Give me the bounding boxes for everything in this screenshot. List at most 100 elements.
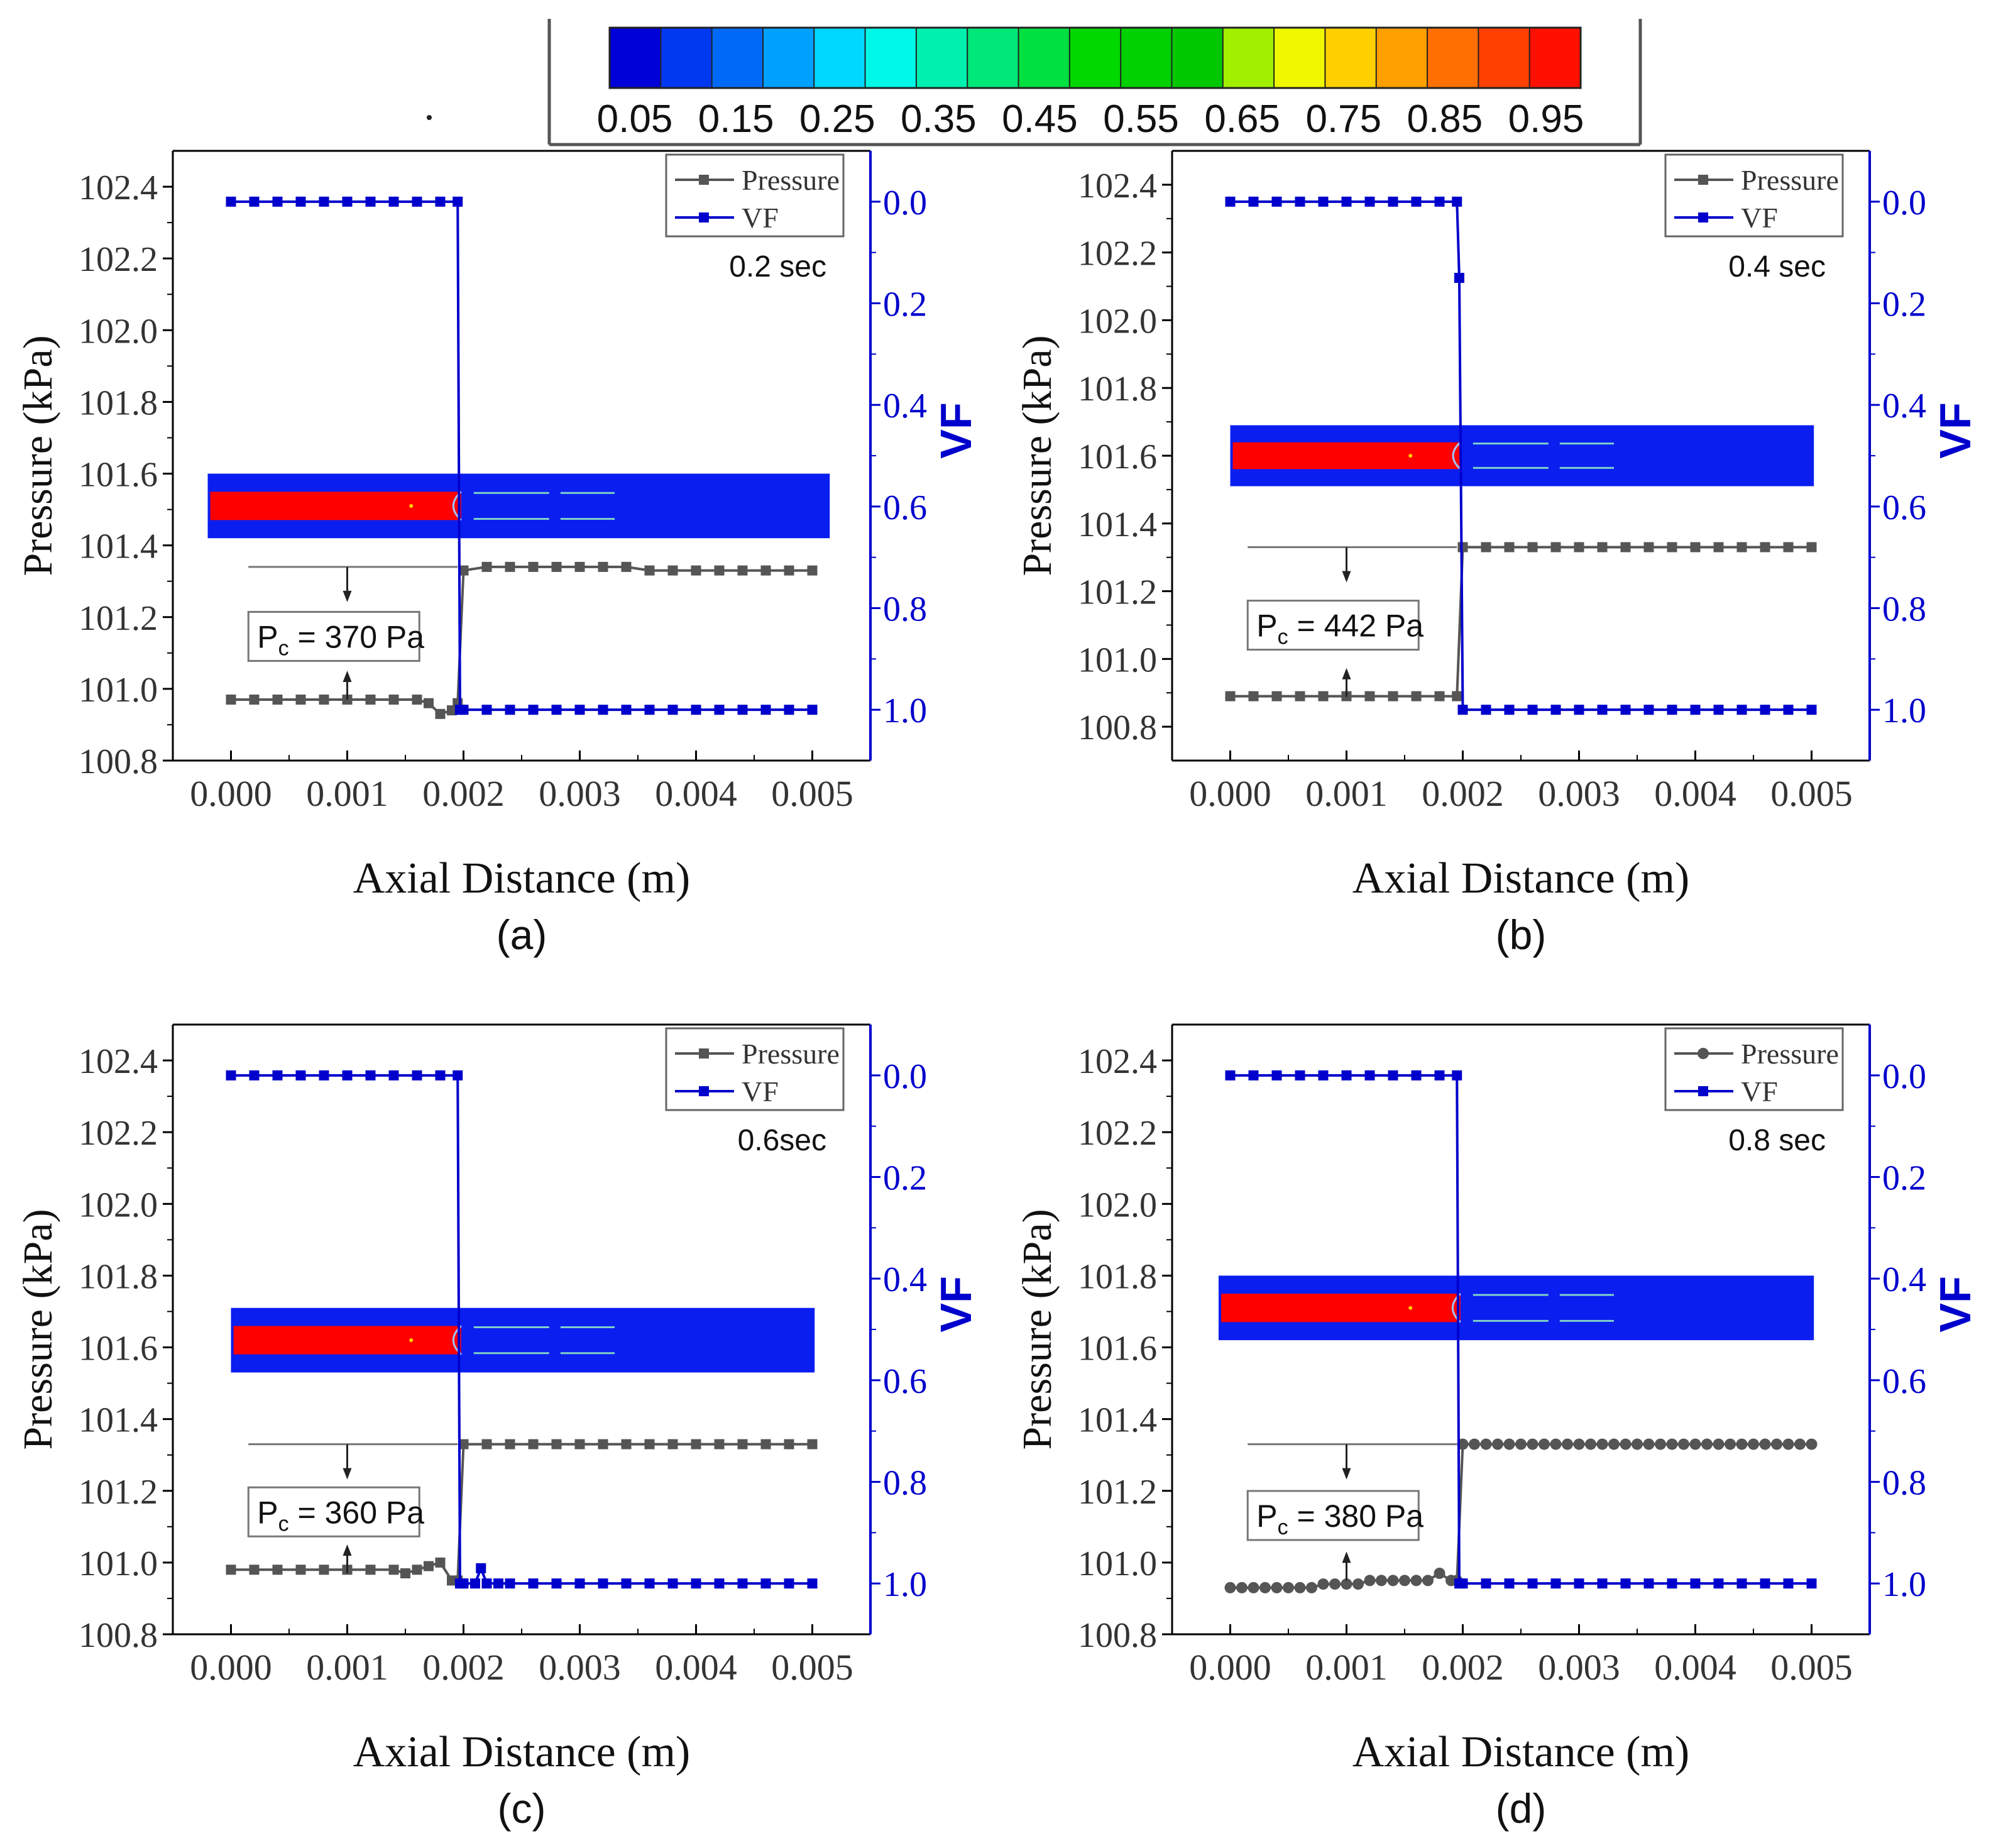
- x-tick-label: 0.005: [771, 773, 853, 814]
- vf-point: [295, 1070, 306, 1081]
- pressure-point: [1341, 1578, 1352, 1590]
- vf-point: [1452, 1070, 1462, 1081]
- vf-point: [505, 705, 515, 715]
- y2-tick-label: 0.0: [1882, 184, 1926, 223]
- contour-vapor-core: [1221, 1294, 1461, 1323]
- y-tick-label: 101.2: [1078, 573, 1157, 612]
- pressure-point: [737, 565, 748, 576]
- vf-line: [1230, 200, 1812, 712]
- pressure-point: [249, 695, 260, 705]
- pressure-point: [1295, 691, 1305, 701]
- vf-point: [528, 705, 539, 715]
- vf-point: [1341, 196, 1352, 207]
- pressure-point: [435, 1557, 446, 1568]
- pressure-point: [412, 695, 422, 705]
- pressure-point: [1550, 1438, 1562, 1450]
- pressure-point: [667, 1439, 678, 1449]
- vf-point: [1364, 1070, 1375, 1081]
- x-tick-label: 0.002: [422, 773, 505, 814]
- vf-point: [388, 1070, 399, 1081]
- y-tick-label: 101.0: [1078, 641, 1157, 679]
- pressure-point: [598, 561, 608, 572]
- vf-line: [231, 200, 813, 712]
- legend-box: [665, 153, 845, 238]
- pressure-point: [1678, 1438, 1689, 1450]
- pressure-point: [1538, 1438, 1550, 1450]
- pressure-point: [644, 1439, 655, 1449]
- y-tick-label: 102.2: [1078, 1114, 1157, 1153]
- pressure-point: [458, 1439, 469, 1449]
- vf-point: [1667, 705, 1677, 715]
- x-tick-label: 0.003: [1538, 773, 1620, 814]
- legend-box: [665, 1027, 845, 1111]
- pressure-point: [1434, 1568, 1445, 1579]
- vf-point: [249, 1070, 260, 1081]
- pressure-point: [1608, 1438, 1620, 1450]
- contour-inset: [207, 473, 830, 539]
- pressure-point: [1376, 1575, 1387, 1587]
- pressure-point: [1317, 1578, 1329, 1590]
- colorbar-tick-label: 0.35: [901, 97, 977, 141]
- vf-point: [1504, 705, 1515, 715]
- pc-label-box: [247, 610, 420, 662]
- pressure-point: [1713, 542, 1724, 553]
- y-tick-label: 101.6: [79, 456, 158, 495]
- vf-point: [342, 1070, 353, 1081]
- pressure-point: [1364, 691, 1375, 701]
- pressure-point: [760, 565, 771, 576]
- pressure-point: [458, 565, 469, 576]
- x-tick-label: 0.000: [190, 773, 272, 814]
- x-tick-label: 0.001: [1305, 1647, 1388, 1688]
- stray-dot: [427, 115, 432, 120]
- pressure-point: [424, 698, 434, 708]
- y2-tick-label: 0.8: [883, 590, 927, 629]
- pc-label-subscript: c: [1278, 1515, 1288, 1539]
- time-label: 0.6sec: [738, 1124, 826, 1157]
- contour-speck: [1408, 454, 1413, 458]
- x-tick-label: 0.005: [771, 1647, 853, 1688]
- pressure-point: [1388, 691, 1398, 701]
- vf-point: [574, 1578, 585, 1589]
- y-tick-label: 101.8: [79, 1257, 158, 1296]
- pressure-point: [1689, 1438, 1701, 1450]
- y2-axis-title: VF: [931, 1276, 980, 1332]
- pressure-point: [435, 708, 446, 719]
- colorbar-swatch: [915, 27, 968, 89]
- pressure-point: [551, 1439, 562, 1449]
- y-tick-label: 101.8: [1078, 370, 1157, 409]
- colorbar-swatch: [1171, 27, 1224, 89]
- vf-point: [621, 705, 632, 715]
- colorbar-swatch: [1017, 27, 1071, 89]
- colorbar-tick-label: 0.55: [1103, 97, 1179, 141]
- x-axis-title: Axial Distance (m): [353, 854, 690, 903]
- vf-point: [1783, 1578, 1794, 1589]
- legend: Pressure VF: [665, 1027, 845, 1111]
- panel-label: (a): [496, 911, 547, 958]
- pressure-point: [226, 1565, 236, 1575]
- vf-point: [807, 1578, 818, 1589]
- pressure-point: [1643, 1438, 1655, 1450]
- pressure-point: [1411, 691, 1422, 701]
- x-tick-label: 0.004: [1654, 773, 1736, 814]
- vf-point: [1271, 196, 1282, 207]
- y2-tick-label: 0.0: [1882, 1057, 1926, 1096]
- x-tick-label: 0.000: [1189, 773, 1271, 814]
- vf-point: [1411, 196, 1422, 207]
- legend-pressure-label: Pressure: [742, 164, 840, 196]
- y-tick-label: 102.4: [1078, 167, 1157, 206]
- colorbar-outline: [608, 26, 1582, 89]
- y-tick-label: 101.2: [79, 1473, 158, 1512]
- contour-speck: [409, 1338, 414, 1343]
- y-tick-label: 101.0: [79, 671, 158, 710]
- pressure-point: [1236, 1581, 1248, 1593]
- legend: Pressure VF: [665, 153, 845, 238]
- pressure-point: [1794, 1438, 1806, 1450]
- pc-label-box: [1246, 600, 1420, 651]
- vf-point: [644, 1578, 655, 1589]
- vf-point: [714, 705, 725, 715]
- colorbar-tick-label: 0.75: [1305, 97, 1381, 141]
- pc-label-box: [1246, 1490, 1420, 1541]
- vf-point: [1318, 196, 1329, 207]
- vf-point: [760, 1578, 771, 1589]
- vf-point: [551, 705, 562, 715]
